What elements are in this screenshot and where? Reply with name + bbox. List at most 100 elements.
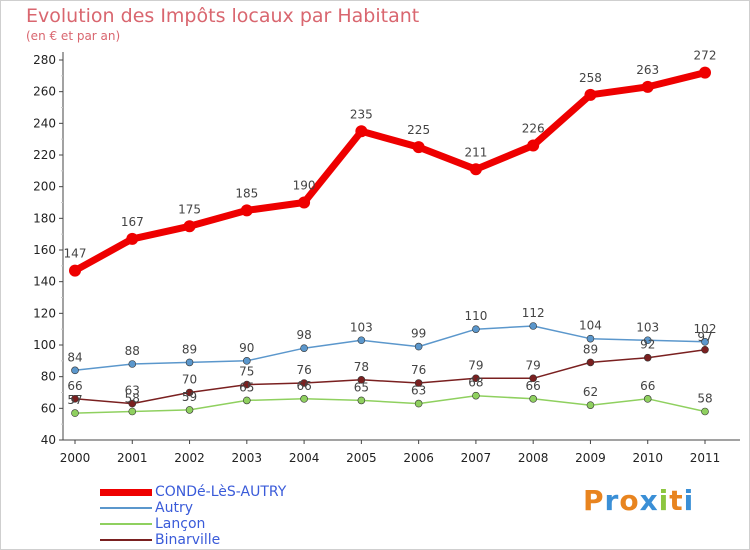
data-label: 79 [526, 358, 541, 372]
logo-letter: P [583, 484, 605, 517]
x-tick-label: 2003 [232, 451, 263, 465]
legend-label: CONDé-LèS-AUTRY [155, 484, 287, 500]
data-label: 62 [583, 385, 598, 399]
data-point [355, 125, 368, 138]
legend-swatch [100, 539, 152, 541]
data-point [243, 357, 251, 365]
series-line [74, 349, 706, 405]
data-point [529, 395, 537, 403]
data-label: 66 [296, 379, 311, 393]
data-point [128, 407, 137, 416]
data-point [414, 379, 423, 387]
data-point [701, 338, 709, 346]
legend-label: Autry [155, 500, 193, 516]
data-label: 103 [636, 320, 659, 334]
data-point [584, 88, 597, 101]
y-tick-label: 140 [33, 275, 56, 289]
x-tick-label: 2009 [575, 451, 606, 465]
data-label: 102 [694, 322, 717, 336]
data-label: 70 [182, 373, 197, 387]
legend-swatch [100, 488, 152, 496]
data-point [183, 220, 196, 233]
x-tick-label: 2008 [518, 451, 549, 465]
data-label: 235 [350, 107, 373, 121]
x-tick-label: 2007 [461, 451, 492, 465]
data-label: 66 [526, 379, 541, 393]
data-point [71, 409, 79, 417]
data-label: 226 [522, 122, 545, 136]
x-tick-label: 2002 [174, 451, 205, 465]
y-tick-label: 40 [41, 433, 56, 447]
logo-letter: t [669, 484, 684, 517]
data-label: 78 [354, 360, 369, 374]
data-point [469, 163, 482, 176]
data-point [128, 360, 137, 368]
data-label: 66 [67, 379, 82, 393]
y-tick-label: 200 [33, 180, 56, 194]
chart-axes: 40 60 80 100 120 140 160 180 200 220 240 260 280 2000… [33, 52, 740, 465]
data-point [240, 204, 253, 217]
data-point [529, 374, 537, 383]
data-label: 63 [125, 384, 140, 398]
proxiti-logo: Proxiti [583, 484, 694, 517]
data-point [586, 358, 595, 367]
logo-letter: x [639, 484, 659, 517]
data-label: 211 [464, 145, 487, 159]
y-tick-label: 160 [33, 243, 56, 257]
y-tick-label: 60 [41, 401, 56, 415]
data-point [185, 358, 194, 367]
data-point [643, 353, 652, 362]
chart-title: Evolution des Impôts locaux par Habitant [26, 5, 420, 27]
data-point [586, 401, 595, 409]
data-point [412, 141, 425, 154]
series-2 [71, 391, 709, 417]
series-3 [71, 345, 709, 408]
data-label: 110 [464, 309, 487, 323]
data-label: 98 [296, 328, 311, 342]
data-point [357, 336, 366, 345]
data-label: 58 [125, 392, 140, 406]
logo-letter: i [683, 484, 695, 517]
data-label: 75 [239, 365, 254, 379]
data-label: 99 [411, 327, 426, 341]
data-label: 66 [640, 379, 655, 393]
data-point [643, 395, 652, 403]
data-point [643, 336, 652, 345]
x-tick-label: 2006 [403, 451, 434, 465]
data-point [71, 395, 79, 403]
legend-swatch [100, 523, 152, 525]
data-label: 97 [697, 330, 712, 344]
data-label: 65 [239, 380, 254, 394]
data-label: 103 [350, 320, 373, 334]
data-label: 167 [121, 215, 144, 229]
y-tick-label: 180 [33, 211, 56, 225]
data-point [243, 396, 251, 405]
data-label: 89 [583, 342, 598, 356]
data-point [641, 80, 654, 93]
y-tick-label: 260 [33, 85, 56, 99]
data-label: 185 [235, 186, 258, 200]
y-tick-label: 120 [33, 306, 56, 320]
legend-label: Binarville [155, 532, 221, 548]
data-label: 175 [178, 202, 201, 216]
data-point [472, 391, 480, 400]
data-point [701, 407, 709, 416]
data-label: 57 [67, 393, 82, 407]
chart-series [69, 66, 711, 417]
data-label: 84 [67, 350, 82, 364]
data-label: 59 [182, 390, 197, 404]
chart-data-labels: 57 58 59 65 66 65 63 68 66 62 66 58 66 63 70 75 76 78 76 79… [64, 49, 717, 407]
data-point [586, 334, 595, 343]
data-label: 147 [64, 247, 87, 261]
x-tick-label: 2004 [289, 451, 320, 465]
data-point [185, 388, 194, 397]
data-label: 68 [468, 376, 483, 390]
data-point [472, 374, 480, 383]
chart-subtitle: (en € et par an) [26, 29, 121, 43]
legend-swatch [100, 507, 152, 509]
data-point [527, 139, 540, 152]
series-line [74, 394, 706, 414]
data-label: 90 [239, 341, 254, 355]
logo-letter: r [604, 484, 620, 517]
